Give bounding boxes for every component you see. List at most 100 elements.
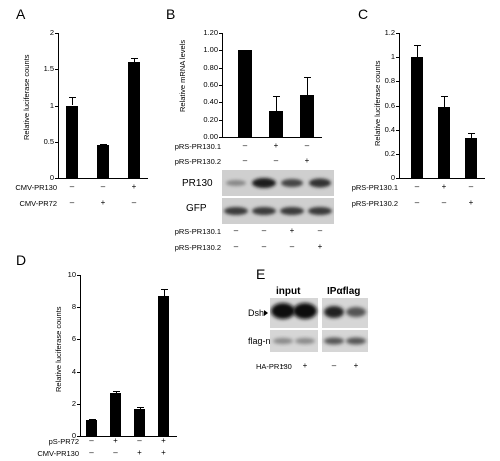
panel-a-row-label: CMV-PR72 [19, 199, 57, 208]
panel-d-error-bar [163, 288, 165, 296]
panel-a-error-cap [131, 58, 138, 60]
e-band-dsh-lane2 [293, 303, 317, 319]
panel-b-row-sign: + [304, 156, 310, 165]
e-band-flag-lane4 [346, 337, 366, 345]
panel-a-error-cap [69, 96, 76, 98]
panel-d-tick-label: 10 [67, 270, 76, 279]
panel-c-tick-label: 0 [390, 173, 395, 182]
blot-b-row-sign: – [261, 226, 267, 235]
panel-b-tick-mark [219, 85, 222, 86]
panel-d-row-sign: – [89, 436, 94, 445]
panel-e-blot [270, 298, 368, 352]
panel-c-tick-label: 0.4 [384, 124, 395, 134]
panel-a-bar [66, 105, 78, 178]
panel-a-row-sign: + [131, 182, 137, 191]
panel-a-x-axis [58, 178, 148, 179]
panel-c-tick-label: 1 [390, 52, 395, 62]
panel-c-error-cap [414, 45, 421, 47]
blot-band-gfp-lane4 [308, 207, 332, 215]
e-band-dsh-lane3 [324, 306, 344, 318]
panel-c-x-axis [399, 178, 485, 179]
panel-c-tick-mark [396, 105, 399, 107]
panel-b-bar [300, 94, 314, 137]
panel-a-tick-mark [55, 105, 58, 107]
panel-b-tick-mark [219, 119, 222, 121]
blot-b-row-label: pRS-PR130.1 [174, 227, 221, 236]
panel-a-tick-label: 1 [49, 100, 54, 110]
e-header-ip: IPαflag [327, 286, 361, 297]
panel-b-tick-mark [219, 102, 222, 104]
panel-b-row-sign: – [304, 141, 310, 150]
panel-c-row-label: pRS-PR130.2 [351, 199, 398, 208]
panel-b-error-cap [304, 77, 311, 79]
panel-b-bar [238, 50, 252, 137]
panel-b-tick-label: 0.40 [203, 97, 218, 107]
panel-d-row-sign: – [113, 448, 118, 457]
panel-c-tick-mark [396, 33, 399, 34]
panel-a-tick-mark [55, 178, 58, 179]
panel-letter-d: D [16, 252, 27, 268]
panel-a-row-sign: + [100, 198, 106, 207]
panel-d-error-cap [88, 419, 96, 421]
e-sign-2: + [302, 361, 308, 370]
panel-b-tick-label: 0.00 [203, 132, 218, 141]
panel-b-row-sign: – [242, 141, 248, 150]
panel-c-tick-label: 0.2 [384, 148, 395, 158]
blot-band-pr130-lane3 [281, 179, 303, 187]
panel-letter-c: C [358, 6, 369, 22]
e-band-flag-lane1 [273, 338, 293, 344]
e-sign-3: – [331, 361, 337, 370]
e-sign-1: – [280, 361, 286, 370]
panel-a-row-sign: – [100, 182, 106, 191]
panel-a-bar [97, 145, 109, 178]
e-arrow-dsh-icon [264, 310, 268, 316]
panel-c-row-sign: + [441, 182, 447, 191]
panel-c-error-bar [444, 95, 445, 107]
panel-d-bar [110, 393, 121, 436]
e-band-flag-lane2 [295, 338, 315, 344]
panel-b-row-label: pRS-PR130.2 [174, 157, 221, 166]
panel-d-row-label: CMV-PR130 [37, 449, 79, 458]
panel-b-tick-label: 1.20 [203, 28, 218, 37]
panel-d-tick-mark [77, 339, 80, 341]
panel-c-tick-mark [396, 153, 399, 155]
panel-b-bar [269, 111, 283, 137]
panel-a-error-cap [100, 143, 107, 145]
panel-d-tick-mark [77, 436, 80, 437]
blot-b-row-sign: – [317, 226, 323, 235]
panel-d-row-sign: – [89, 448, 94, 457]
panel-c-y-axis [399, 33, 400, 178]
panel-b-tick-label: 1.00 [203, 45, 218, 55]
blot-b-row-sign: – [289, 242, 295, 251]
panel-c-row-sign: – [468, 182, 474, 191]
panel-c-error-cap [468, 133, 475, 135]
blot-b-row-label: pRS-PR130.2 [174, 243, 221, 252]
e-label-dsh: Dsh [248, 308, 265, 318]
panel-a-tick-label: 0.5 [43, 136, 54, 146]
panel-d-bar [86, 419, 97, 436]
panel-b-x-axis [222, 137, 322, 138]
panel-b-tick-label: 0.20 [203, 114, 218, 124]
panel-c-row-sign: – [414, 198, 420, 207]
panel-d-row-sign: + [161, 448, 166, 457]
panel-d-tick-label: 6 [71, 334, 76, 344]
panel-c-tick-mark [396, 81, 399, 83]
panel-d-tick-label: 0 [71, 431, 76, 440]
panel-b-tick-mark [219, 50, 222, 52]
panel-a-error-bar [134, 58, 135, 62]
blot-band-pr130-lane4 [309, 178, 331, 188]
panel-b-error-bar [307, 77, 308, 95]
blot-b-row-sign: + [317, 242, 323, 251]
panel-d-x-axis [80, 436, 177, 437]
panel-c-error-cap [441, 95, 448, 97]
panel-a-tick-mark [55, 141, 58, 143]
panel-d-bar [158, 295, 169, 436]
panel-c-row-sign: + [468, 198, 474, 207]
blot-label-pr130: PR130 [182, 178, 213, 189]
panel-d-row-sign: + [113, 436, 118, 445]
panel-d-error-cap [112, 390, 120, 392]
panel-c-tick-mark [396, 178, 399, 179]
panel-c-row-sign: – [414, 182, 420, 191]
panel-c-bar [465, 138, 477, 178]
panel-d-y-axis [80, 275, 81, 436]
